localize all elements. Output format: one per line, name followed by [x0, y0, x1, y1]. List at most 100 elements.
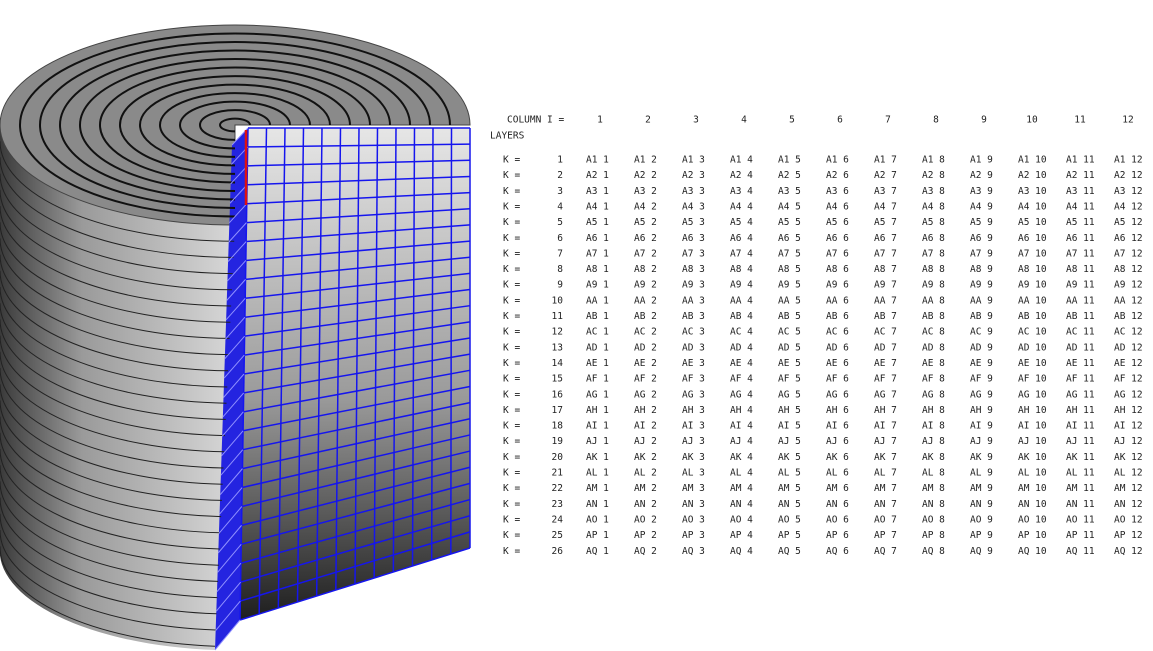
cell: AN 11 [1066, 499, 1095, 510]
cell: AM 2 [634, 483, 657, 494]
cell: A6 10 [1018, 233, 1047, 244]
cell: A1 9 [970, 155, 993, 166]
cell: AA 2 [634, 295, 657, 306]
cell: A2 4 [730, 170, 753, 181]
cell: A1 12 [1114, 155, 1143, 166]
cell: A3 6 [826, 186, 849, 197]
row-number: 22 [552, 483, 563, 494]
cell: AK 7 [874, 452, 897, 463]
cell: AC 7 [874, 327, 897, 338]
cell: AB 2 [634, 311, 657, 322]
row-number: 20 [552, 452, 564, 463]
row-k: K = [503, 436, 520, 447]
row-k: K = [503, 405, 520, 416]
cell: AO 6 [826, 514, 849, 525]
row-number: 18 [552, 421, 564, 432]
cell: AM 1 [586, 483, 609, 494]
cell: AJ 6 [826, 436, 849, 447]
cell: A3 11 [1066, 186, 1095, 197]
cell: A7 4 [730, 248, 753, 259]
row-k: K = [503, 483, 520, 494]
cell: AB 10 [1018, 311, 1047, 322]
cell: AP 6 [826, 530, 849, 541]
cell: A8 6 [826, 264, 849, 275]
cell: A2 1 [586, 170, 609, 181]
row-number: 1 [557, 155, 563, 166]
row-k: K = [503, 155, 520, 166]
cell: AP 2 [634, 530, 657, 541]
row-number: 23 [552, 499, 563, 510]
cell: AO 8 [922, 514, 945, 525]
cell: AK 1 [586, 452, 609, 463]
cell: AJ 2 [634, 436, 657, 447]
cell: AL 4 [730, 468, 753, 479]
cell: AQ 1 [586, 546, 609, 557]
row-k: K = [503, 389, 520, 400]
cell: AP 9 [970, 530, 993, 541]
cell: AE 4 [730, 358, 753, 369]
cell: AO 12 [1114, 514, 1143, 525]
cell: AB 7 [874, 311, 897, 322]
cell: A7 6 [826, 248, 849, 259]
cell: AI 2 [634, 421, 657, 432]
cell: AM 3 [682, 483, 705, 494]
cell: AB 4 [730, 311, 753, 322]
cell: AK 10 [1018, 452, 1047, 463]
cell: AK 9 [970, 452, 993, 463]
cell: AK 2 [634, 452, 657, 463]
row-k: K = [503, 170, 520, 181]
cell: AP 3 [682, 530, 705, 541]
cell: AP 8 [922, 530, 945, 541]
cell: AG 1 [586, 389, 609, 400]
cell: AA 9 [970, 295, 993, 306]
row-k: K = [503, 452, 520, 463]
cell: AG 6 [826, 389, 849, 400]
cell: AH 10 [1018, 405, 1047, 416]
cell: AE 2 [634, 358, 657, 369]
cell: A1 11 [1066, 155, 1095, 166]
row-k: K = [503, 374, 520, 385]
cell: A5 6 [826, 217, 849, 228]
cell: AP 5 [778, 530, 801, 541]
cell: A7 8 [922, 248, 945, 259]
cell: AE 1 [586, 358, 609, 369]
cell: AF 5 [778, 374, 801, 385]
cell: AG 8 [922, 389, 945, 400]
cell: AN 4 [730, 499, 753, 510]
cell: AI 6 [826, 421, 849, 432]
cell: A5 1 [586, 217, 609, 228]
column-number: 3 [693, 115, 699, 126]
cell: A9 2 [634, 280, 657, 291]
cell: AH 5 [778, 405, 801, 416]
cell: AK 8 [922, 452, 945, 463]
row-k: K = [503, 342, 520, 353]
cell: A6 11 [1066, 233, 1095, 244]
cell: AF 7 [874, 374, 897, 385]
cell: A9 6 [826, 280, 849, 291]
cell: A4 2 [634, 201, 657, 212]
cell: A4 5 [778, 201, 801, 212]
cell: AL 8 [922, 468, 945, 479]
cell: A2 9 [970, 170, 993, 181]
cell: A4 12 [1114, 201, 1143, 212]
cell: A6 6 [826, 233, 849, 244]
cell: AO 4 [730, 514, 753, 525]
cell: AO 5 [778, 514, 801, 525]
cell: AL 1 [586, 468, 609, 479]
cell: A9 4 [730, 280, 753, 291]
row-k: K = [503, 421, 520, 432]
cell: A8 5 [778, 264, 801, 275]
cell: AN 3 [682, 499, 705, 510]
cell: A3 9 [970, 186, 993, 197]
cell: A1 2 [634, 155, 657, 166]
cell: AO 9 [970, 514, 993, 525]
cell: AM 5 [778, 483, 801, 494]
cell: AA 11 [1066, 295, 1095, 306]
row-number: 7 [557, 248, 563, 259]
cell: AB 11 [1066, 311, 1095, 322]
cell: AH 11 [1066, 405, 1095, 416]
cell: AI 5 [778, 421, 801, 432]
cell: AO 3 [682, 514, 705, 525]
row-number: 15 [552, 374, 563, 385]
cell: AN 2 [634, 499, 657, 510]
